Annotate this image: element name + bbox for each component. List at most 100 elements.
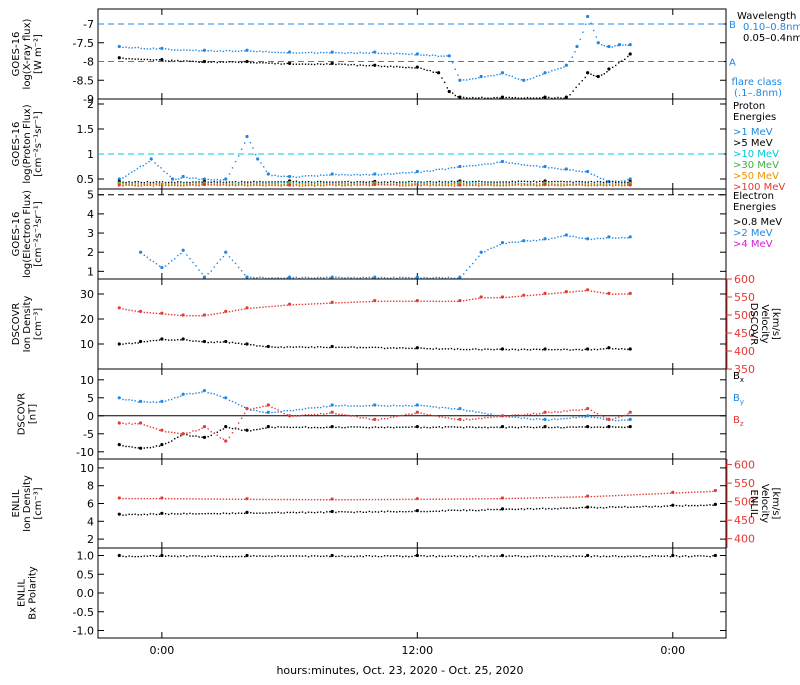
trace-dot — [201, 498, 203, 500]
trace-dot — [298, 52, 301, 54]
trace-dot — [368, 300, 371, 303]
trace-dot — [323, 182, 325, 185]
trace-dot — [341, 276, 343, 279]
data-point — [500, 159, 505, 164]
trace-dot — [365, 498, 368, 501]
trace-dot — [587, 184, 590, 186]
trace-dot — [149, 401, 152, 404]
trace-dot — [262, 62, 264, 64]
trace-dot — [341, 404, 343, 407]
trace-dot — [569, 426, 571, 428]
data-point — [149, 157, 153, 161]
trace-dot — [198, 340, 200, 343]
trace-dot — [505, 555, 507, 558]
trace-dot — [572, 90, 574, 92]
trace-dot — [444, 277, 447, 279]
trace-dot — [313, 498, 316, 501]
trace-dot — [554, 348, 556, 351]
trace-dot — [608, 506, 611, 508]
trace-dot — [155, 401, 158, 404]
trace-dot — [435, 415, 437, 417]
trace-dot — [551, 508, 553, 510]
trace-dot — [164, 265, 167, 267]
trace-dot — [505, 183, 507, 186]
trace-dot — [222, 341, 225, 343]
trace-dot — [286, 276, 288, 279]
data-point — [266, 403, 270, 407]
trace-dot — [313, 346, 316, 349]
trace-dot — [192, 177, 194, 179]
trace-dot — [538, 426, 541, 428]
trace-dot — [307, 555, 310, 558]
trace-dot — [438, 348, 441, 350]
trace-dot — [356, 64, 358, 67]
trace-dot — [231, 310, 234, 312]
trace-dot — [131, 423, 133, 425]
trace-dot — [493, 348, 495, 351]
trace-dot — [517, 414, 520, 416]
trace-dot — [377, 404, 380, 407]
trace-dot — [462, 183, 465, 185]
trace-dot — [441, 182, 444, 185]
trace-dot — [508, 74, 510, 77]
trace-dot — [420, 181, 422, 183]
trace-dot — [581, 555, 583, 557]
data-point — [266, 172, 270, 176]
trace-dot — [189, 314, 191, 317]
trace-dot — [578, 237, 580, 239]
trace-dot — [420, 54, 422, 56]
trace-dot — [414, 412, 416, 415]
trace-dot — [596, 237, 599, 240]
trace-dot — [532, 348, 535, 350]
trace-dot — [262, 181, 264, 183]
trace-dot — [344, 499, 346, 501]
y-tick-label: 1 — [87, 265, 94, 278]
series--100-mev — [117, 182, 632, 187]
trace-dot — [405, 347, 407, 350]
trace-dot — [167, 339, 170, 341]
trace-dot — [581, 183, 583, 185]
data-point — [256, 157, 260, 161]
trace-dot — [262, 427, 264, 430]
trace-dot — [146, 425, 149, 427]
trace-dot — [496, 555, 498, 557]
data-point — [415, 509, 419, 513]
trace-dot — [228, 436, 231, 439]
trace-dot — [596, 417, 599, 419]
trace-dot — [265, 512, 267, 514]
y-tick-label: 6 — [87, 498, 94, 511]
trace-dot — [320, 174, 322, 176]
trace-dot — [529, 508, 532, 510]
trace-dot — [405, 555, 407, 557]
trace-dot — [140, 58, 142, 61]
trace-dot — [383, 417, 386, 420]
trace-dot — [283, 182, 285, 184]
trace-dot — [350, 511, 352, 513]
trace-dot — [301, 185, 304, 187]
trace-dot — [548, 96, 550, 99]
right-y-tick-label: 500 — [734, 309, 755, 322]
trace-dot — [548, 167, 550, 169]
trace-dot — [490, 426, 492, 429]
trace-dot — [645, 556, 647, 558]
trace-dot — [301, 426, 304, 428]
trace-dot — [633, 506, 635, 508]
trace-dot — [213, 393, 215, 395]
trace-dot — [386, 555, 389, 557]
trace-dot — [260, 162, 262, 164]
trace-dot — [164, 48, 167, 50]
trace-dot — [192, 314, 194, 317]
trace-dot — [265, 185, 267, 187]
y-axis-label: GOES-16 — [11, 122, 22, 167]
trace-dot — [174, 181, 176, 184]
trace-dot — [323, 405, 325, 408]
trace-dot — [432, 406, 434, 408]
trace-dot — [231, 181, 234, 183]
trace-dot — [596, 291, 599, 293]
trace-dot — [432, 182, 434, 184]
trace-dot — [438, 510, 441, 513]
trace-dot — [408, 405, 410, 407]
trace-dot — [298, 555, 301, 557]
trace-dot — [225, 61, 228, 63]
trace-dot — [444, 498, 447, 500]
